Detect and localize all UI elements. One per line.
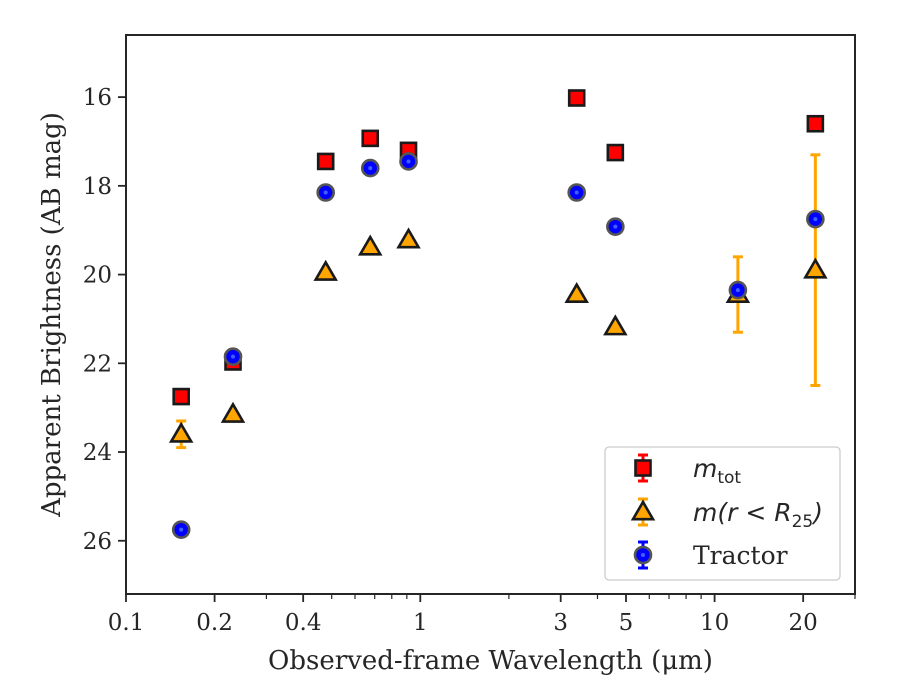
x-tick-label: 0.1: [108, 610, 145, 636]
square-point: [361, 129, 380, 148]
circle-point-center: [368, 166, 373, 171]
y-axis: 16 18 20 22 24 26: [83, 85, 126, 555]
x-tick-label: 3: [553, 610, 568, 636]
triangle-point: [803, 257, 828, 279]
x-tick-label: 0.2: [196, 610, 233, 636]
square-point: [172, 387, 190, 406]
x-tick-label: 10: [700, 610, 729, 636]
y-axis-label: Apparent Brightness (AB mag): [37, 112, 67, 518]
triangle-point: [564, 281, 589, 304]
square-point: [806, 114, 825, 133]
triangle-point: [357, 234, 383, 256]
square-point: [567, 89, 586, 107]
plot-frame: [125, 34, 856, 595]
circle-point-center: [735, 288, 740, 293]
circle-point-center: [813, 217, 818, 222]
circle-point-center: [613, 224, 618, 229]
legend-entry: m(r < R25): [693, 498, 823, 532]
y-tick-label: 22: [83, 351, 112, 377]
y-tick-label: 18: [83, 174, 112, 200]
triangle-point: [313, 259, 338, 281]
legend-marker: [630, 499, 656, 521]
legend-box: [604, 446, 841, 581]
triangle-point: [220, 401, 246, 423]
legend-marker-center: [641, 553, 645, 557]
y-tick-label: 26: [83, 529, 112, 555]
y-tick-label: 24: [83, 440, 112, 466]
x-axis-label: Observed-frame Wavelength (μm): [268, 646, 713, 676]
legend-marker: [634, 459, 652, 477]
legend-entry: Tractor: [693, 541, 788, 570]
y-tick-label: 20: [83, 263, 112, 289]
circle-point-center: [323, 190, 328, 195]
plot-marks: [168, 89, 828, 539]
x-tick-label: 20: [789, 610, 818, 636]
circle-point-center: [574, 190, 579, 195]
x-tick-label: 1: [413, 610, 428, 636]
x-axis: 0.1 0.2 0.4 1 3 5 10 20: [108, 594, 856, 636]
x-tick-label: 5: [619, 610, 634, 636]
circle-point-center: [179, 527, 184, 532]
x-tick-label: 0.4: [285, 610, 322, 636]
legend: mtot m(r < R25) Tractor: [604, 446, 841, 581]
y-tick-label: 16: [83, 85, 112, 111]
legend-entry: mtot: [693, 454, 741, 488]
triangle-point: [168, 421, 194, 443]
triangle-point: [603, 314, 628, 336]
circle-point-center: [406, 159, 411, 164]
square-point: [606, 143, 625, 162]
circle-point-center: [231, 354, 236, 359]
triangle-point: [396, 227, 421, 249]
square-point: [316, 152, 335, 171]
